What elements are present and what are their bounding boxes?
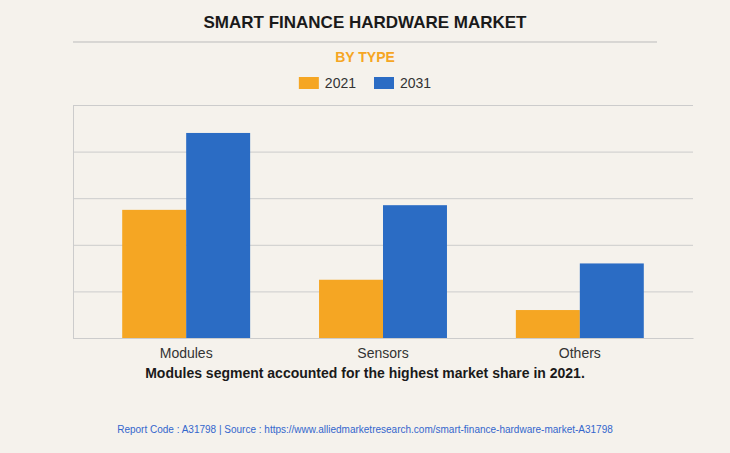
y-tick — [73, 198, 693, 199]
grid-line — [73, 198, 693, 199]
plot: Modules Sensors Others — [73, 106, 694, 361]
y-tick — [73, 338, 693, 339]
bar — [122, 210, 186, 338]
legend-item: 2031 — [374, 75, 431, 91]
background — [0, 0, 730, 453]
bar-series — [186, 133, 644, 338]
annotation: Modules segment accounted for the highes… — [145, 365, 585, 381]
legend: 2021 2031 — [299, 75, 432, 91]
footer: Report Code : A31798 | Source : https://… — [117, 424, 613, 435]
subtitle: BY TYPE — [335, 49, 395, 65]
x-tick: Modules — [160, 338, 213, 361]
x-axis: Modules Sensors Others — [74, 338, 694, 361]
legend-swatch — [299, 77, 319, 89]
legend-item: 2021 — [299, 75, 356, 91]
legend-swatch — [374, 77, 394, 89]
x-tick: Others — [559, 338, 601, 361]
bar — [186, 133, 250, 338]
bars — [122, 133, 644, 338]
x-axis-line — [74, 338, 694, 339]
grid-line — [73, 338, 693, 339]
chart: SMART FINANCE HARDWARE MARKET BY TYPE Modu… — [0, 0, 730, 453]
title: SMART FINANCE HARDWARE MARKET — [204, 13, 528, 32]
bar — [383, 205, 447, 338]
y-axis — [73, 106, 693, 339]
separator — [73, 42, 657, 43]
bar — [319, 280, 383, 338]
x-tick-label: Sensors — [357, 345, 408, 361]
x-tick: Sensors — [357, 338, 408, 361]
y-tick — [73, 152, 693, 153]
y-tick — [73, 105, 693, 106]
x-tick-label: Modules — [160, 345, 213, 361]
bar — [580, 263, 644, 338]
bar — [516, 310, 580, 338]
grid-line — [73, 152, 693, 153]
legend-label: 2021 — [325, 75, 356, 91]
x-tick-label: Others — [559, 345, 601, 361]
grid-line — [73, 105, 693, 106]
y-axis-line — [74, 106, 694, 339]
legend-label: 2031 — [400, 75, 431, 91]
